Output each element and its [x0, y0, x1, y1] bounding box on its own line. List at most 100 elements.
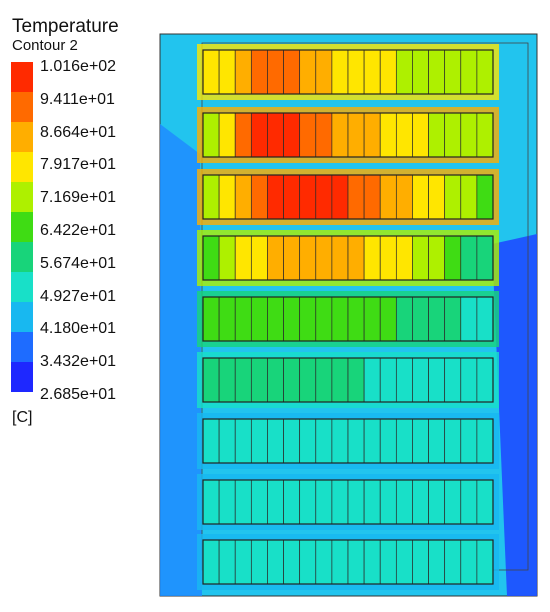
cell: [379, 49, 397, 95]
cell: [460, 479, 478, 525]
cell: [395, 174, 413, 220]
cell: [331, 174, 349, 220]
cell: [250, 296, 268, 342]
color-band-1: [11, 62, 33, 92]
cell: [299, 174, 317, 220]
legend-tick: 4.180e+01: [40, 320, 117, 337]
legend-title: Temperature: [12, 16, 119, 37]
color-band-9: [11, 302, 33, 332]
cell: [395, 49, 413, 95]
cell: [299, 418, 317, 464]
cell: [412, 296, 429, 342]
cell-row: [202, 479, 494, 525]
cell: [218, 235, 236, 281]
cell: [444, 296, 462, 342]
cell: [299, 296, 317, 342]
color-bar: [11, 62, 33, 392]
cell: [347, 112, 365, 158]
cell: [460, 357, 478, 403]
cell: [379, 174, 397, 220]
cell-row: [202, 174, 494, 220]
cell: [299, 112, 317, 158]
cell: [331, 357, 349, 403]
cell: [460, 539, 478, 585]
cell: [363, 235, 381, 281]
cell-row: [202, 112, 494, 158]
cell: [347, 479, 365, 525]
cell: [283, 296, 301, 342]
cell: [331, 539, 349, 585]
cell: [460, 418, 478, 464]
color-band-11: [11, 362, 33, 392]
cell: [428, 479, 446, 525]
cell: [412, 479, 429, 525]
cell: [428, 357, 446, 403]
cell: [250, 174, 268, 220]
cell: [412, 418, 429, 464]
cell: [283, 357, 301, 403]
cell: [267, 235, 284, 281]
cell: [283, 418, 301, 464]
cell: [428, 235, 446, 281]
cell-row: [202, 418, 494, 464]
cell: [331, 49, 349, 95]
cell: [395, 479, 413, 525]
cell: [218, 357, 236, 403]
color-band-2: [11, 92, 33, 122]
unit-label: [C]: [12, 409, 33, 426]
cell: [444, 479, 462, 525]
cell: [315, 418, 333, 464]
cell: [444, 418, 462, 464]
color-band-7: [11, 242, 33, 272]
color-band-5: [11, 182, 33, 212]
cell: [363, 418, 381, 464]
cell: [218, 112, 236, 158]
cell: [428, 174, 446, 220]
cell: [395, 357, 413, 403]
cell: [267, 49, 284, 95]
cool-region-left: [160, 124, 202, 596]
cell-row: [202, 357, 494, 403]
cell: [444, 357, 462, 403]
cell: [363, 112, 381, 158]
color-band-3: [11, 122, 33, 152]
cell: [444, 49, 462, 95]
legend-tick: 5.674e+01: [40, 255, 117, 272]
cell: [476, 296, 494, 342]
cell: [363, 479, 381, 525]
color-band-8: [11, 272, 33, 302]
cell: [250, 539, 268, 585]
cell: [315, 296, 333, 342]
cell: [234, 418, 252, 464]
color-band-6: [11, 212, 33, 242]
cell: [250, 235, 268, 281]
cell: [347, 235, 365, 281]
cell: [218, 174, 236, 220]
cell: [395, 418, 413, 464]
cool-region-right: [492, 234, 537, 596]
cell: [202, 296, 220, 342]
cell: [412, 49, 429, 95]
cell: [267, 539, 284, 585]
cell: [315, 235, 333, 281]
cell: [234, 174, 252, 220]
cell: [267, 174, 284, 220]
cell: [412, 112, 429, 158]
cell: [267, 296, 284, 342]
cell-row: [202, 539, 494, 585]
cell: [250, 479, 268, 525]
cell: [444, 112, 462, 158]
cell: [347, 296, 365, 342]
cell: [347, 49, 365, 95]
cell: [476, 479, 494, 525]
cell: [218, 539, 236, 585]
cell: [315, 357, 333, 403]
cell: [412, 357, 429, 403]
color-band-10: [11, 332, 33, 362]
cell: [299, 539, 317, 585]
cell: [363, 174, 381, 220]
cell: [379, 539, 397, 585]
cell: [476, 539, 494, 585]
cell: [363, 296, 381, 342]
